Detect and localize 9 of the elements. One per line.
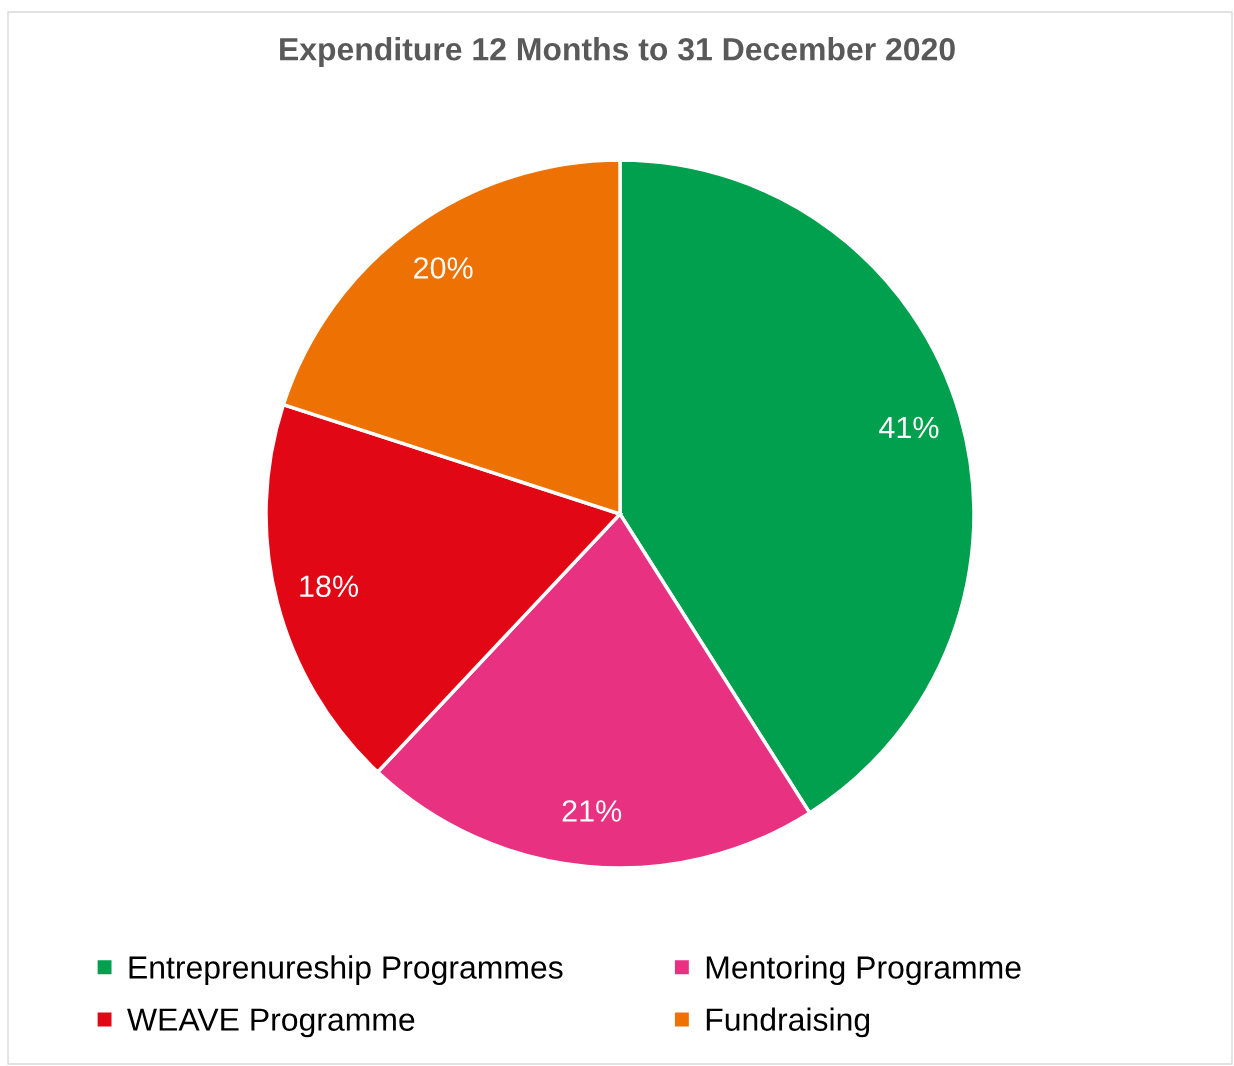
legend-label: Entreprenureship Programmes: [129, 955, 563, 986]
legend-label: WEAVE Programme: [127, 1008, 415, 1038]
data-label: 41%: [879, 416, 939, 439]
data-label: 18%: [300, 575, 359, 598]
chart-title: Expenditure 12 Months to 31 December 2020: [280, 37, 955, 67]
legend-label: Fundraising: [706, 1007, 870, 1038]
data-label: 21%: [562, 800, 622, 822]
data-label: 20%: [414, 257, 473, 279]
legend-label: Mentoring Programme: [706, 955, 1021, 986]
